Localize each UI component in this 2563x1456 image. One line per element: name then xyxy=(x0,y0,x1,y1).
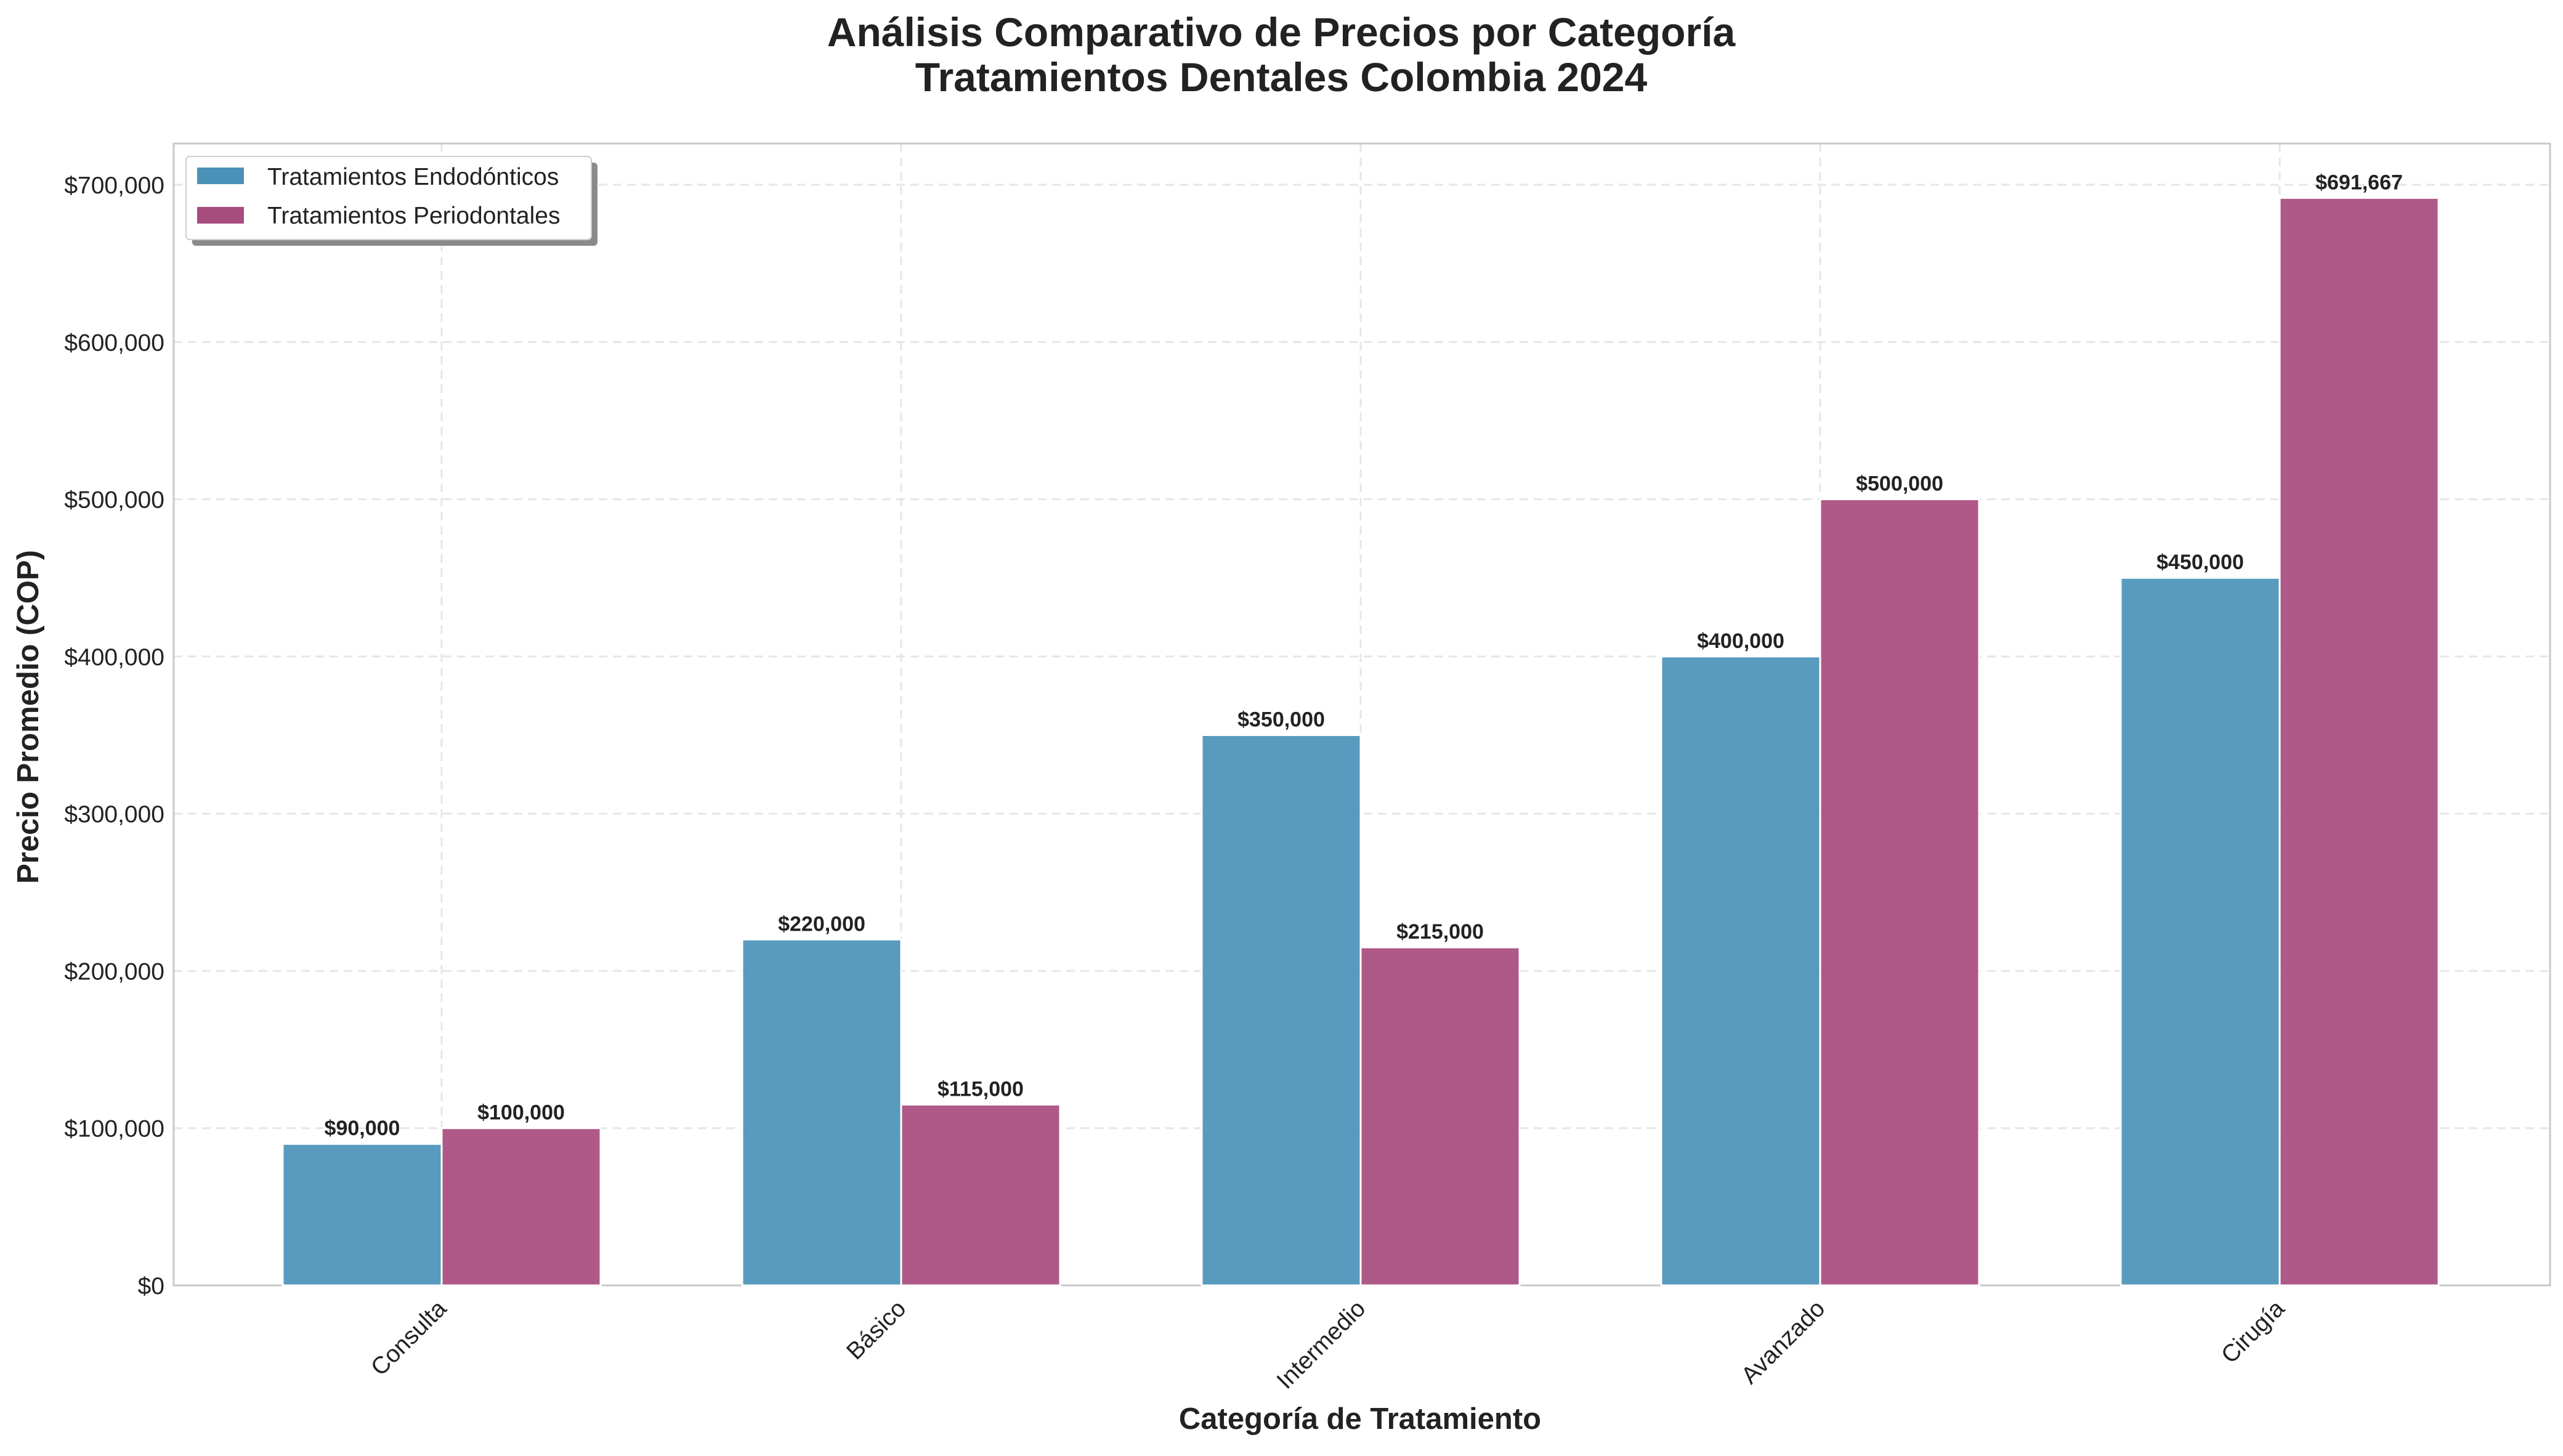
bar-value-label: $450,000 xyxy=(2156,551,2244,574)
bars xyxy=(281,196,2440,1287)
x-tick-label: Cirugía xyxy=(2216,1295,2290,1369)
y-tick-label: $500,000 xyxy=(64,487,164,514)
y-tick-label: $0 xyxy=(138,1273,164,1300)
bar-endodonticos-3 xyxy=(1660,655,1821,1287)
bar-endodonticos-4 xyxy=(2120,576,2281,1287)
y-tick-label: $400,000 xyxy=(64,644,164,671)
bar-endodonticos-1 xyxy=(741,938,902,1287)
bar-periodontales-1 xyxy=(900,1103,1061,1287)
bar-endodonticos-2 xyxy=(1201,734,1362,1287)
legend-swatch-endodonticos xyxy=(197,168,244,184)
y-axis-label: Precio Promedio (COP) xyxy=(12,550,45,884)
x-axis-ticks: Consulta Básico Intermedio Avanzado Cirugía xyxy=(366,1295,2290,1394)
bar-periodontales-4 xyxy=(2278,196,2440,1287)
legend-box xyxy=(185,156,592,240)
y-tick-label: $600,000 xyxy=(64,330,164,356)
bar-value-label: $115,000 xyxy=(937,1077,1024,1101)
y-tick-label: $100,000 xyxy=(64,1116,164,1143)
bar-value-label: $350,000 xyxy=(1237,708,1325,732)
bar-value-labels: $90,000 $100,000 $220,000 $115,000 $350,000 $… xyxy=(325,171,2403,1140)
bar-value-label: $500,000 xyxy=(1856,472,1943,496)
bar-endodonticos-0 xyxy=(281,1143,443,1287)
legend-label-endodonticos: Tratamientos Endodónticos xyxy=(267,164,559,190)
x-tick-label: Intermedio xyxy=(1272,1295,1371,1394)
bar-value-label: $220,000 xyxy=(778,912,865,936)
bar-value-label: $691,667 xyxy=(2315,171,2403,194)
x-tick-label: Consulta xyxy=(366,1295,451,1381)
bar-value-label: $90,000 xyxy=(325,1117,400,1140)
x-axis-label: Categoría de Tratamiento xyxy=(1179,1402,1541,1436)
legend-swatch-periodontales xyxy=(197,207,244,224)
x-tick-label: Avanzado xyxy=(1736,1295,1831,1389)
chart-title-line2: Tratamientos Dentales Colombia 2024 xyxy=(915,54,1648,100)
bar-value-label: $215,000 xyxy=(1396,920,1484,944)
y-tick-label: $200,000 xyxy=(64,958,164,985)
y-tick-label: $300,000 xyxy=(64,801,164,828)
legend-label-periodontales: Tratamientos Periodontales xyxy=(267,203,560,229)
legend: Tratamientos Endodónticos Tratamientos P… xyxy=(185,156,597,246)
chart-title-line1: Análisis Comparativo de Precios por Cate… xyxy=(827,9,1736,55)
bar-value-label: $100,000 xyxy=(477,1101,565,1125)
bar-value-label: $400,000 xyxy=(1697,629,1784,653)
x-tick-label: Básico xyxy=(841,1295,911,1365)
y-axis-ticks: $0 $100,000 $200,000 $300,000 $400,000 $500,0… xyxy=(64,172,164,1300)
y-tick-label: $700,000 xyxy=(64,172,164,199)
bar-periodontales-3 xyxy=(1819,498,1980,1287)
bar-periodontales-0 xyxy=(440,1127,602,1287)
bar-periodontales-2 xyxy=(1359,946,1521,1287)
